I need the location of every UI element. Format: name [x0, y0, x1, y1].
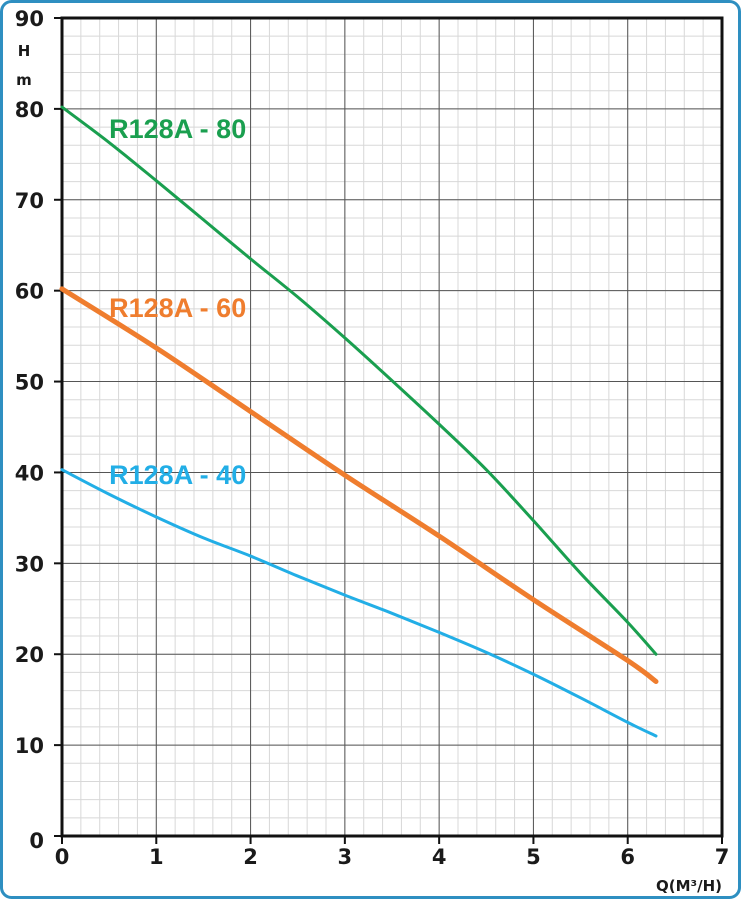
y-tick-label: 30 — [15, 552, 44, 576]
y-tick-label: 90 — [15, 7, 44, 31]
x-tick-label: 1 — [149, 845, 164, 869]
x-tick-label: 6 — [620, 845, 635, 869]
x-tick-label: 7 — [715, 845, 730, 869]
axes — [54, 16, 724, 844]
x-tick-label: 2 — [243, 845, 258, 869]
y-tick-label: 10 — [15, 734, 44, 758]
series-line-2 — [60, 468, 658, 738]
series-label-1: R128A - 60 — [109, 293, 246, 323]
y-axis-title-m: m — [16, 71, 32, 89]
series-line-1 — [59, 286, 659, 684]
series-line-0 — [60, 105, 658, 656]
x-tick-label: 5 — [526, 845, 541, 869]
y-tick-label: 40 — [15, 461, 44, 485]
series-label-2: R128A - 40 — [109, 460, 246, 490]
x-tick-labels: 0 1 2 3 4 5 6 7 — [55, 845, 730, 869]
x-axis-title: Q(M³/H) — [656, 877, 722, 895]
y-tick-label: 0 — [29, 829, 44, 853]
y-tick-label: 70 — [15, 189, 44, 213]
y-tick-label: 80 — [15, 98, 44, 122]
x-tick-label: 0 — [55, 845, 70, 869]
plot-area-border — [60, 16, 724, 838]
x-tick-label: 4 — [432, 845, 447, 869]
series-layer: R128A - 80 R128A - 60 R128A - 40 — [59, 105, 659, 738]
y-tick-label: 20 — [15, 643, 44, 667]
y-axis-title-h: H — [18, 42, 31, 60]
y-tick-labels: 0 10 20 30 40 50 60 70 80 90 — [15, 7, 44, 853]
series-label-0: R128A - 80 — [109, 114, 246, 144]
y-tick-label: 50 — [15, 371, 44, 395]
x-tick-label: 3 — [338, 845, 353, 869]
y-tick-label: 60 — [15, 280, 44, 304]
